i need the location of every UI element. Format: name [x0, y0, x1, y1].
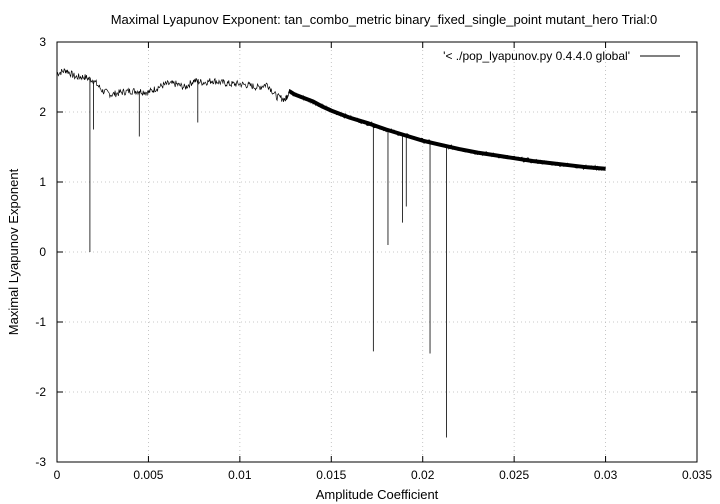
- x-tick-label: 0: [54, 468, 61, 482]
- x-tick-label: 0.005: [133, 468, 163, 482]
- series-layer: [56, 68, 606, 438]
- x-tick-label: 0.02: [411, 468, 435, 482]
- y-tick-label: 0: [39, 245, 46, 259]
- series-band-0: [288, 89, 606, 171]
- tick-layer: 0 0.005 0.01 0.015 0.02 0.025 0.03 0.035 -3 -2 -1 0…: [35, 35, 712, 482]
- x-tick-label: 0.025: [499, 468, 529, 482]
- y-tick-label: -3: [35, 455, 46, 469]
- legend-label: '< ./pop_lyapunov.py 0.4.4.0 global': [443, 49, 630, 63]
- x-tick-label: 0.015: [316, 468, 346, 482]
- legend: '< ./pop_lyapunov.py 0.4.4.0 global': [443, 49, 680, 63]
- chart-title: Maximal Lyapunov Exponent: tan_combo_met…: [111, 12, 658, 27]
- x-tick-label: 0.01: [228, 468, 252, 482]
- y-tick-label: -2: [35, 385, 46, 399]
- x-axis-label: Amplitude Coefficient: [316, 487, 439, 502]
- y-tick-label: -1: [35, 315, 46, 329]
- y-tick-label: 2: [39, 105, 46, 119]
- x-tick-label: 0.035: [682, 468, 712, 482]
- y-tick-label: 3: [39, 35, 46, 49]
- y-axis-label: Maximal Lyapunov Exponent: [6, 168, 21, 335]
- y-tick-label: 1: [39, 175, 46, 189]
- x-tick-label: 0.03: [594, 468, 618, 482]
- grid-layer: [57, 42, 697, 462]
